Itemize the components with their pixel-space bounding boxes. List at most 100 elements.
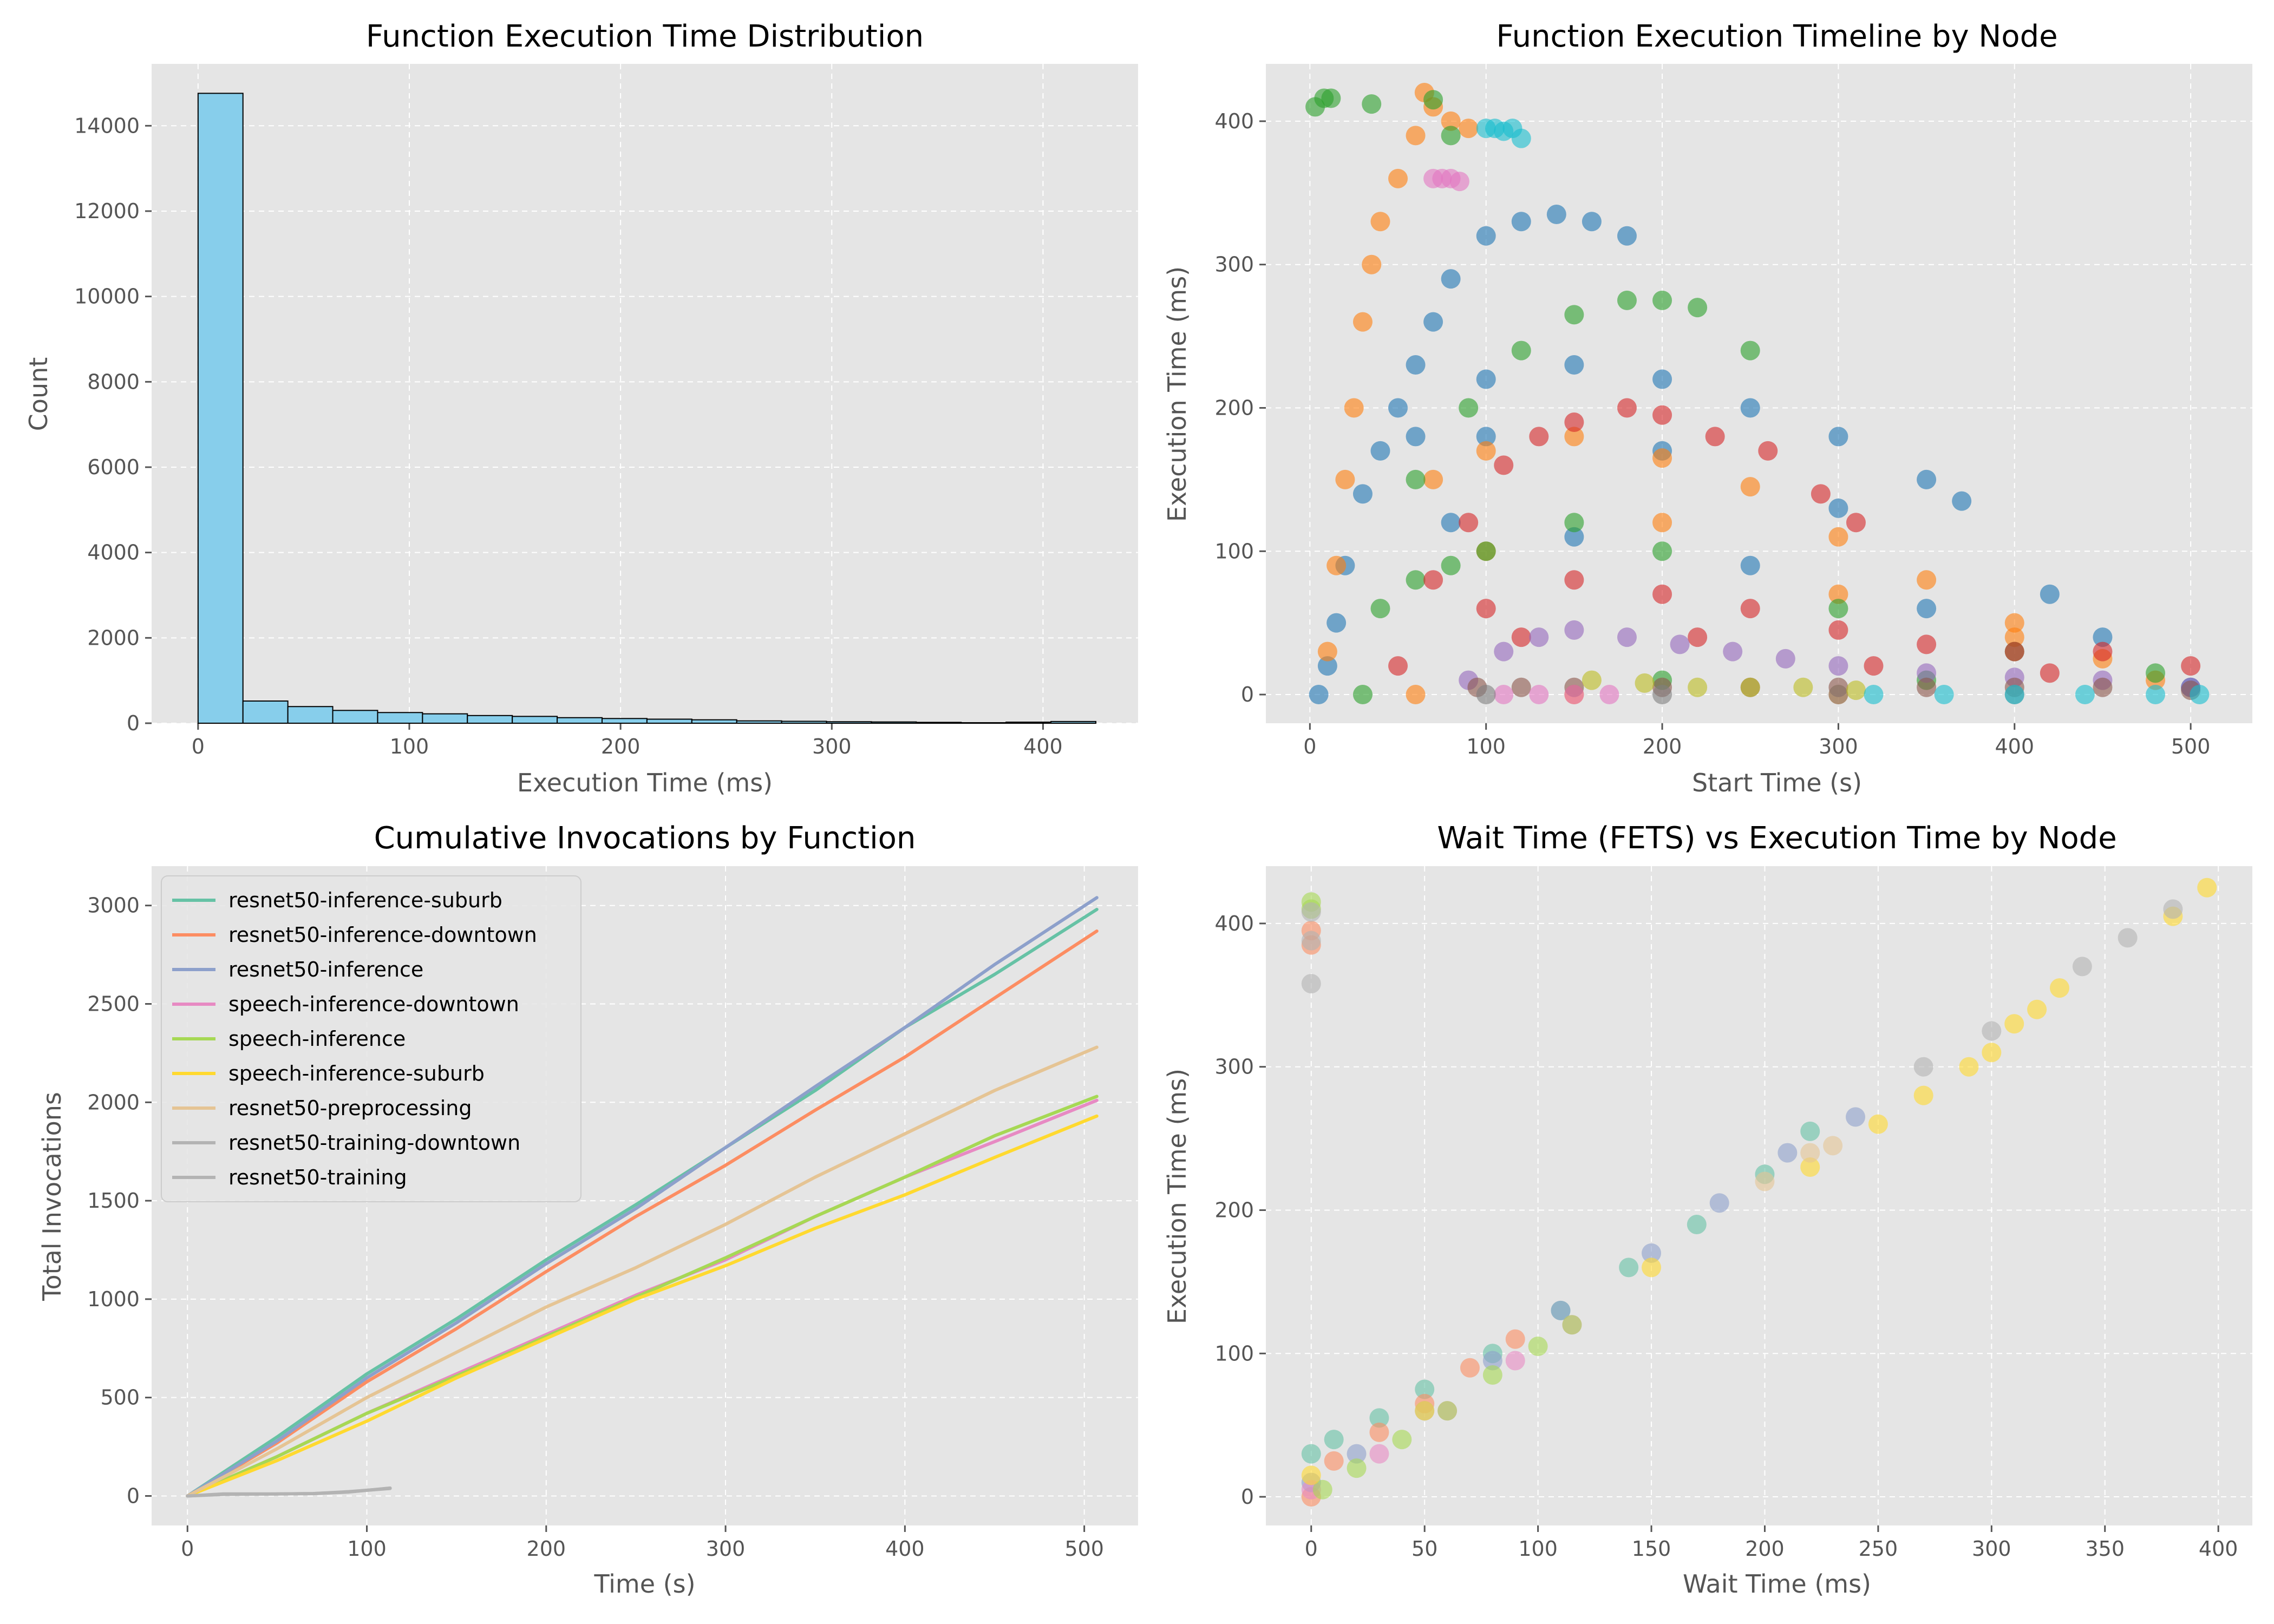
scatter-point xyxy=(1352,685,1373,705)
series-line xyxy=(186,1045,1099,1498)
scatter-point xyxy=(1793,677,1813,697)
scatter-point xyxy=(1321,88,1341,108)
scatter-point xyxy=(1423,312,1443,332)
scatter-point xyxy=(1864,656,1884,676)
wait-vs-exec-x-label: Wait Time (ms) xyxy=(1683,1569,1871,1599)
scatter-point xyxy=(1913,1085,1933,1105)
histogram-bar xyxy=(1050,721,1096,724)
cumulative-y-label: Total Invocations xyxy=(37,1092,67,1301)
scatter-point xyxy=(1913,1057,1933,1077)
scatter-point xyxy=(1599,685,1619,705)
scatter-point xyxy=(1828,527,1848,547)
x-tick-label: 300 xyxy=(1819,735,1858,758)
scatter-point xyxy=(1505,1351,1525,1371)
scatter-point xyxy=(1327,613,1347,633)
scatter-point xyxy=(1564,685,1584,705)
legend-label: speech-inference-suburb xyxy=(228,1062,485,1085)
scatter-point xyxy=(1688,298,1708,318)
histogram-bar xyxy=(601,718,648,724)
x-tick-label: 100 xyxy=(390,735,429,758)
scatter-point xyxy=(1740,677,1760,697)
histogram-panel: 0 100 200 300 400020004000600080001000012000… xyxy=(24,19,1138,797)
y-tick-label: 400 xyxy=(1214,912,1254,935)
timeline-y-label: Execution Time (ms) xyxy=(1162,266,1192,522)
legend-label: resnet50-preprocessing xyxy=(228,1096,472,1120)
scatter-point xyxy=(1635,673,1655,693)
cumulative-x-label: Time (s) xyxy=(593,1569,695,1599)
scatter-point xyxy=(2072,957,2092,977)
y-tick-label: 8000 xyxy=(87,370,140,394)
scatter-point xyxy=(1755,1171,1775,1191)
scatter-point xyxy=(1982,1021,2002,1041)
scatter-point xyxy=(1369,1444,1389,1464)
scatter-point xyxy=(1564,620,1584,640)
scatter-point xyxy=(1778,1143,1798,1163)
scatter-point xyxy=(1312,1479,1332,1499)
scatter-point xyxy=(1301,974,1321,994)
scatter-point xyxy=(1529,685,1549,705)
scatter-point xyxy=(1828,599,1848,619)
scatter-point xyxy=(1406,355,1426,375)
scatter-point xyxy=(1917,469,1937,489)
y-tick-label: 4000 xyxy=(87,541,140,565)
scatter-point xyxy=(1562,1315,1582,1335)
scatter-point xyxy=(2181,656,2201,676)
y-tick-label: 0 xyxy=(1241,1485,1254,1509)
scatter-point xyxy=(1317,641,1337,662)
y-tick-label: 0 xyxy=(127,1484,140,1508)
scatter-point xyxy=(1437,1401,1458,1421)
scatter-point xyxy=(1370,212,1390,232)
scatter-point xyxy=(1564,427,1584,447)
legend-label: speech-inference-downtown xyxy=(228,992,519,1016)
scatter-point xyxy=(1959,1057,1979,1077)
y-tick-label: 2000 xyxy=(87,1090,140,1114)
histogram-bar xyxy=(467,715,513,724)
series-line xyxy=(186,1114,1099,1498)
y-tick-label: 12000 xyxy=(74,199,140,223)
timeline-title: Function Execution Timeline by Node xyxy=(1496,19,2057,54)
scatter-point xyxy=(1388,168,1408,188)
scatter-point xyxy=(1740,477,1760,497)
scatter-point xyxy=(1347,1458,1367,1478)
y-tick-label: 300 xyxy=(1214,1055,1254,1079)
scatter-point xyxy=(1476,369,1496,389)
scatter-point xyxy=(2004,641,2024,662)
scatter-point xyxy=(1828,656,1848,676)
scatter-point xyxy=(2075,685,2095,705)
scatter-point xyxy=(1828,584,1848,604)
scatter-point xyxy=(1775,649,1795,669)
histogram-bar xyxy=(916,722,962,724)
cumulative-panel: 0 100 200 300 400 500 0 500 1000 1500 2000 2500 3000… xyxy=(37,821,1138,1599)
scatter-point xyxy=(1511,212,1531,232)
histogram-bar xyxy=(557,717,603,724)
scatter-point xyxy=(2040,663,2060,683)
scatter-point xyxy=(1652,584,1672,604)
histogram-bar xyxy=(871,721,917,724)
scatter-point xyxy=(1441,555,1461,575)
scatter-point xyxy=(1344,398,1364,418)
cumulative-title: Cumulative Invocations by Function xyxy=(374,821,916,856)
scatter-point xyxy=(1529,427,1549,447)
y-tick-label: 300 xyxy=(1214,253,1254,277)
y-tick-label: 10000 xyxy=(74,285,140,309)
x-tick-label: 50 xyxy=(1412,1537,1437,1561)
x-tick-label: 150 xyxy=(1632,1537,1671,1561)
scatter-point xyxy=(1917,677,1937,697)
y-tick-label: 500 xyxy=(100,1386,140,1410)
x-tick-label: 500 xyxy=(1064,1537,1104,1561)
scatter-point xyxy=(1934,685,1954,705)
histogram-bar xyxy=(691,719,737,724)
scatter-point xyxy=(1864,685,1884,705)
scatter-point xyxy=(1362,254,1382,274)
y-tick-label: 2000 xyxy=(87,626,140,650)
scatter-point xyxy=(1828,620,1848,640)
scatter-point xyxy=(1652,448,1672,468)
scatter-point xyxy=(1388,398,1408,418)
y-tick-label: 1500 xyxy=(87,1189,140,1213)
x-tick-label: 400 xyxy=(885,1537,925,1561)
scatter-point xyxy=(2146,663,2166,683)
scatter-point xyxy=(1406,126,1426,146)
x-tick-label: 250 xyxy=(1859,1537,1898,1561)
scatter-point xyxy=(1828,498,1848,518)
